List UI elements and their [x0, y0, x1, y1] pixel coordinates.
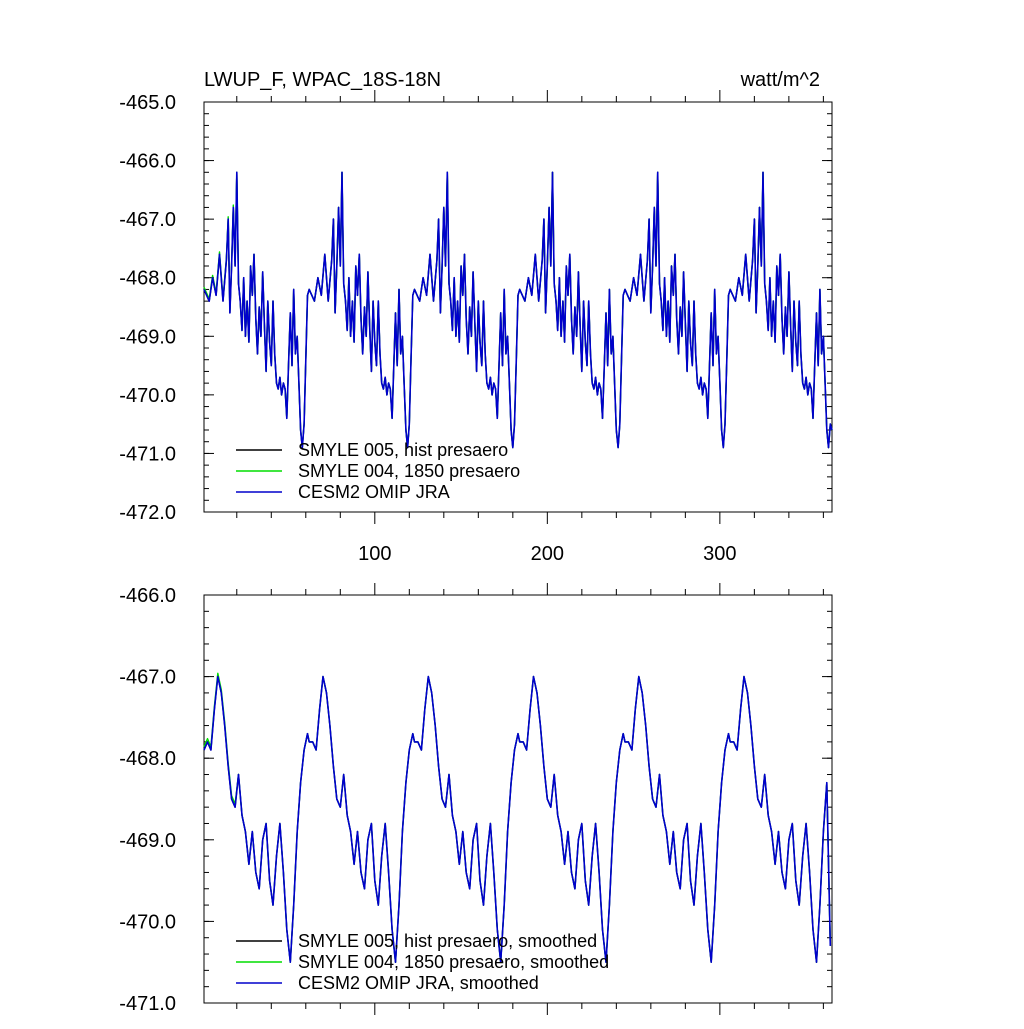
- top-panel: -465.0 -466.0 -467.0 -468.0 -469.0 -470.0 -471…: [119, 90, 833, 565]
- legend-label: CESM2 OMIP JRA: [298, 482, 450, 502]
- x-tick-label: 100: [358, 543, 391, 565]
- y-tick-label: -469.0: [119, 326, 176, 348]
- y-tick-label: -466.0: [119, 585, 176, 607]
- plot-frame: [203, 594, 833, 1004]
- y-tick-label: -472.0: [119, 502, 176, 524]
- y-tick-label: -469.0: [119, 830, 176, 852]
- x-tick-label: 200: [531, 543, 564, 565]
- y-tick-label: -470.0: [119, 385, 176, 407]
- legend-label: SMYLE 005, hist presaero, smoothed: [298, 931, 597, 951]
- y-tick-label: -466.0: [119, 151, 176, 173]
- legend-label: SMYLE 004, 1850 presaero: [298, 461, 520, 481]
- bottom-panel: -466.0 -467.0 -468.0 -469.0 -470.0 -471.0 SMYL…: [119, 583, 833, 1015]
- top-chart-title: LWUP_F, WPAC_18S-18N: [204, 69, 441, 91]
- y-tick-label: -468.0: [119, 268, 176, 290]
- x-tick-label: 300: [703, 543, 736, 565]
- y-tick-label: -467.0: [119, 209, 176, 231]
- top-chart-units: watt/m^2: [740, 69, 820, 91]
- series-line-cesm2-omip-jra-smoothed: [203, 675, 832, 963]
- y-tick-label: -467.0: [119, 667, 176, 689]
- y-tick-label: -465.0: [119, 92, 176, 114]
- series-line-cesm2-omip-jra: [203, 171, 833, 449]
- legend-label: CESM2 OMIP JRA, smoothed: [298, 973, 539, 993]
- legend-label: SMYLE 005, hist presaero: [298, 440, 508, 460]
- legend-label: SMYLE 004, 1850 presaero, smoothed: [298, 952, 609, 972]
- y-tick-label: -468.0: [119, 748, 176, 770]
- y-tick-label: -470.0: [119, 911, 176, 933]
- y-tick-label: -471.0: [119, 443, 176, 465]
- y-tick-label: -471.0: [119, 993, 176, 1015]
- plot-frame: [203, 101, 833, 513]
